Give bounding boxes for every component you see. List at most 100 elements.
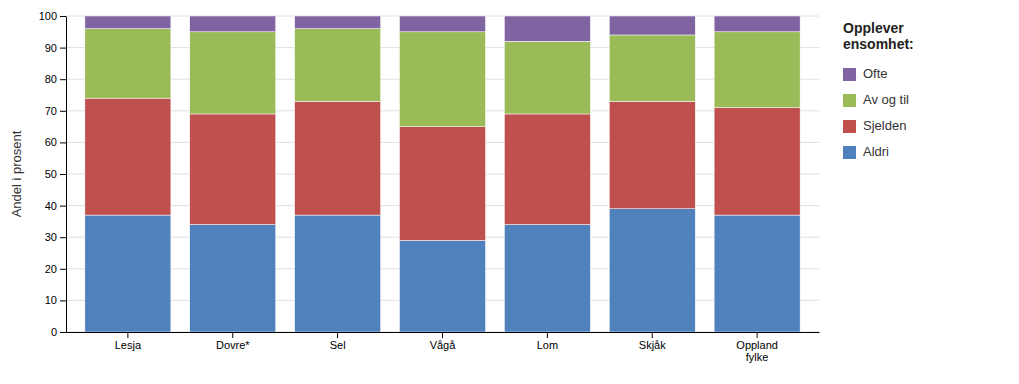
- x-tick-label-line: Vågå: [430, 339, 457, 351]
- x-tick-label: Lesja: [115, 339, 142, 351]
- y-tick-mark: [60, 206, 66, 207]
- y-tick: 30: [45, 231, 66, 243]
- bar: [714, 108, 800, 215]
- x-tick-mark: [547, 332, 548, 338]
- bar: [85, 215, 171, 332]
- y-tick: 50: [45, 168, 66, 180]
- x-tick: Lom: [537, 332, 558, 351]
- y-tick-mark: [60, 300, 66, 301]
- bar: [609, 16, 695, 35]
- y-tick-mark: [60, 16, 66, 17]
- bar: [190, 32, 276, 114]
- y-tick-label: 0: [51, 326, 57, 338]
- y-tick-mark: [60, 111, 66, 112]
- bar: [85, 29, 171, 99]
- bar: [609, 209, 695, 332]
- x-tick: Vågå: [430, 332, 457, 351]
- y-axis-line: [66, 17, 67, 333]
- legend-title-line: ensomhet:: [843, 36, 914, 52]
- legend-item: Av og til: [843, 92, 909, 107]
- y-tick-label: 90: [45, 42, 57, 54]
- bar-series: [85, 29, 800, 127]
- x-axis: Lesja Dovre* Sel Vågå Lom Skjåk Opplandfylke: [67, 332, 820, 363]
- chart: 0 10 20 30 40 50 60 70 80 90 100 Lesja Dovre* Sel Vågå…: [0, 0, 1019, 384]
- y-tick-mark: [60, 332, 66, 333]
- legend-title-line: Opplever: [843, 20, 904, 36]
- legend-item: Ofte: [843, 66, 888, 81]
- y-tick: 100: [39, 10, 66, 22]
- bar: [714, 16, 800, 32]
- bar: [504, 225, 590, 332]
- x-tick-label-line: Oppland: [736, 339, 778, 351]
- legend-label: Ofte: [863, 66, 888, 81]
- bar: [295, 16, 381, 29]
- legend-item: Sjelden: [843, 118, 906, 133]
- bar: [504, 114, 590, 225]
- bar: [295, 215, 381, 332]
- y-tick-label: 20: [45, 263, 57, 275]
- x-tick-mark: [127, 332, 128, 338]
- y-tick: 20: [45, 263, 66, 275]
- legend-swatch: [843, 94, 856, 107]
- y-tick-mark: [60, 79, 66, 80]
- grid: [66, 16, 819, 332]
- bar: [400, 16, 486, 32]
- y-tick: 80: [45, 73, 66, 85]
- bar: [609, 101, 695, 208]
- bar: [190, 16, 276, 32]
- x-tick: Dovre*: [216, 332, 250, 351]
- y-tick-label: 80: [45, 73, 57, 85]
- bar: [295, 101, 381, 215]
- x-tick: Lesja: [115, 332, 142, 351]
- bar: [85, 98, 171, 215]
- legend: Oppleverensomhet: Ofte Av og til Sjelden Ald…: [843, 20, 914, 159]
- x-tick-label-line: Skjåk: [639, 339, 666, 351]
- x-tick-mark: [652, 332, 653, 338]
- bar: [504, 16, 590, 41]
- bar: [400, 240, 486, 332]
- y-tick-label: 60: [45, 136, 57, 148]
- y-tick-mark: [60, 174, 66, 175]
- y-tick: 70: [45, 105, 66, 117]
- bar: [400, 127, 486, 241]
- y-tick: 60: [45, 136, 66, 148]
- y-tick: 0: [51, 326, 66, 338]
- x-tick-mark: [757, 332, 758, 338]
- bar: [190, 114, 276, 225]
- bar: [609, 35, 695, 101]
- y-axis: 0 10 20 30 40 50 60 70 80 90 100: [39, 10, 67, 338]
- y-tick-label: 30: [45, 231, 57, 243]
- x-tick-label-line: Dovre*: [216, 339, 250, 351]
- y-tick-mark: [60, 48, 66, 49]
- bar: [714, 32, 800, 108]
- bar: [714, 215, 800, 332]
- x-tick: Sel: [330, 332, 346, 351]
- x-tick-label: Sel: [330, 339, 346, 351]
- bar-series: [85, 16, 800, 41]
- legend-swatch: [843, 68, 856, 81]
- legend-label: Av og til: [863, 92, 909, 107]
- y-tick: 40: [45, 200, 66, 212]
- legend-swatch: [843, 120, 856, 133]
- x-tick-label: Skjåk: [639, 339, 666, 351]
- y-tick-mark: [60, 142, 66, 143]
- bar: [85, 16, 171, 29]
- bar: [504, 41, 590, 114]
- legend-swatch: [843, 146, 856, 159]
- x-tick-mark: [232, 332, 233, 338]
- x-tick-label: Vågå: [430, 339, 457, 351]
- y-tick-label: 10: [45, 294, 57, 306]
- y-tick-mark: [60, 237, 66, 238]
- x-tick: Skjåk: [639, 332, 666, 351]
- plot-area: 0 10 20 30 40 50 60 70 80 90 100 Lesja Dovre* Sel Vågå…: [39, 10, 820, 363]
- legend-label: Aldri: [863, 144, 889, 159]
- y-axis-title: Andel i prosent: [9, 130, 24, 217]
- x-tick-mark: [442, 332, 443, 338]
- bars: [85, 16, 800, 332]
- y-tick-label: 40: [45, 200, 57, 212]
- x-tick-label-line: fylke: [746, 351, 769, 363]
- x-tick-label-line: Sel: [330, 339, 346, 351]
- bar: [400, 32, 486, 127]
- bar: [190, 225, 276, 332]
- legend-title: Oppleverensomhet:: [843, 20, 914, 53]
